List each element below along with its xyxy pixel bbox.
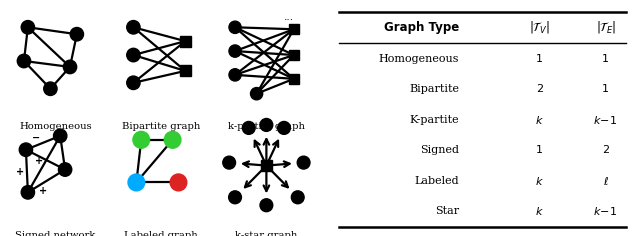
Circle shape <box>54 129 67 143</box>
Bar <box>289 50 299 60</box>
Circle shape <box>229 191 241 204</box>
Text: 1: 1 <box>602 54 609 64</box>
Text: Homogeneous: Homogeneous <box>19 122 92 131</box>
Text: Signed network: Signed network <box>15 231 95 236</box>
Text: 1: 1 <box>602 84 609 94</box>
Text: k-star graph: k-star graph <box>235 231 298 236</box>
Circle shape <box>229 45 241 57</box>
Text: Bipartite graph: Bipartite graph <box>121 122 200 131</box>
Circle shape <box>128 174 145 191</box>
Text: $|\mathcal{T}_E|$: $|\mathcal{T}_E|$ <box>595 19 616 35</box>
Text: Labeled: Labeled <box>415 176 459 185</box>
Circle shape <box>243 122 255 134</box>
Text: $\ell$: $\ell$ <box>602 175 609 186</box>
Text: ...: ... <box>284 13 294 22</box>
Text: 1: 1 <box>536 54 543 64</box>
Circle shape <box>229 21 241 34</box>
Circle shape <box>127 21 140 34</box>
Text: Graph Type: Graph Type <box>384 21 459 34</box>
Circle shape <box>21 185 35 199</box>
Circle shape <box>58 163 72 176</box>
Circle shape <box>291 191 304 204</box>
Circle shape <box>277 122 290 134</box>
Circle shape <box>133 131 150 148</box>
Bar <box>289 24 299 34</box>
Text: 2: 2 <box>602 145 609 155</box>
Text: 1: 1 <box>536 145 543 155</box>
Circle shape <box>229 69 241 81</box>
Text: K-partite: K-partite <box>410 115 459 125</box>
Circle shape <box>21 21 35 34</box>
Circle shape <box>170 174 187 191</box>
Circle shape <box>63 60 76 74</box>
Circle shape <box>223 156 236 169</box>
Circle shape <box>127 48 140 62</box>
Circle shape <box>17 54 30 68</box>
Bar <box>180 36 191 46</box>
Text: $k\!-\!1$: $k\!-\!1$ <box>593 114 618 126</box>
Circle shape <box>250 88 263 100</box>
Circle shape <box>19 143 33 156</box>
Circle shape <box>297 156 310 169</box>
Circle shape <box>44 82 57 96</box>
Text: $k$: $k$ <box>535 205 544 217</box>
Text: Signed: Signed <box>420 145 459 155</box>
Text: +: + <box>39 186 47 196</box>
Circle shape <box>260 199 273 212</box>
Text: k-partite graph: k-partite graph <box>228 122 305 131</box>
Text: Star: Star <box>435 206 459 216</box>
Text: $|\mathcal{T}_V|$: $|\mathcal{T}_V|$ <box>530 19 550 35</box>
Text: −: − <box>32 133 40 143</box>
Circle shape <box>127 76 140 89</box>
Circle shape <box>164 131 181 148</box>
Text: +: + <box>16 167 24 177</box>
Text: $k$: $k$ <box>535 175 544 186</box>
Text: Labeled graph: Labeled graph <box>124 231 198 236</box>
Bar <box>289 74 299 84</box>
Text: Homogeneous: Homogeneous <box>379 54 459 64</box>
Text: Bipartite: Bipartite <box>410 84 459 94</box>
Bar <box>180 65 191 76</box>
Bar <box>261 160 272 171</box>
Text: 2: 2 <box>536 84 543 94</box>
Circle shape <box>260 118 273 131</box>
Text: +: + <box>35 156 43 166</box>
Text: $k$: $k$ <box>535 114 544 126</box>
Circle shape <box>70 27 83 41</box>
Text: $k\!-\!1$: $k\!-\!1$ <box>593 205 618 217</box>
